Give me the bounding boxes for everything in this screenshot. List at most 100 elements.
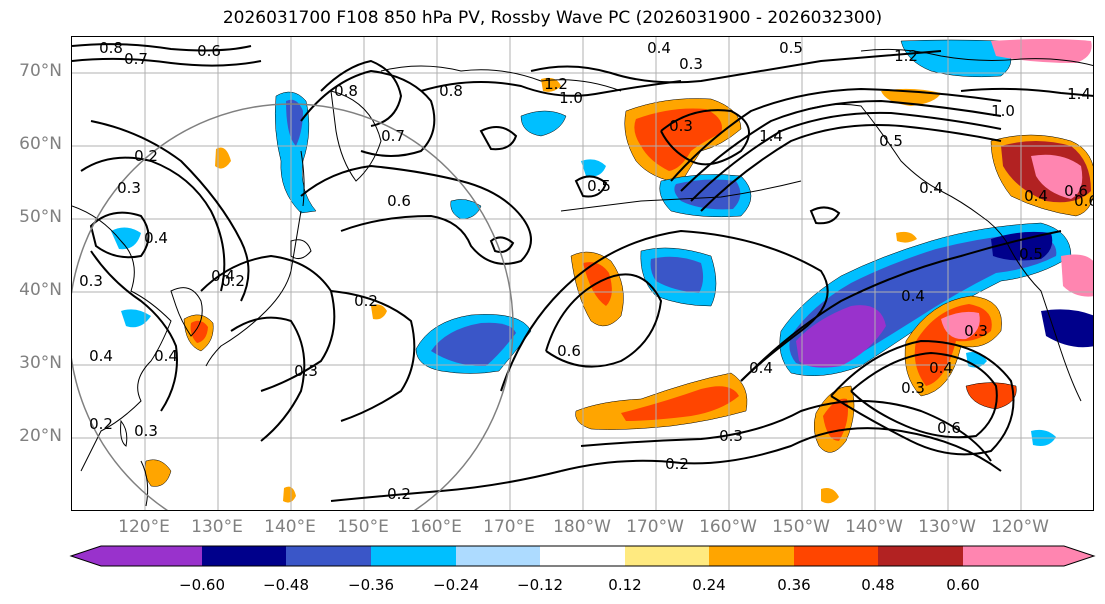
coast-aleutians bbox=[560, 180, 802, 212]
contour-0.2-cent bbox=[330, 290, 416, 422]
contour-label-group: 0.8 0.6 0.7 0.3 0.8 0.4 0.3 1.2 1.0 0.5 … bbox=[79, 39, 1094, 503]
contour-label: 0.3 bbox=[79, 272, 103, 290]
contour-label: 0.3 bbox=[117, 179, 141, 197]
contour-0.4-west bbox=[90, 250, 178, 412]
colorbar-segment bbox=[202, 546, 286, 566]
contour-label: 0.4 bbox=[929, 359, 953, 377]
anomaly-blue-small-2 bbox=[121, 309, 151, 328]
coast-siberia-north bbox=[380, 65, 622, 92]
anomaly-blue-kamchatka bbox=[274, 91, 317, 214]
coast-hokkaido bbox=[290, 239, 312, 260]
contour-label: 0.3 bbox=[964, 322, 988, 340]
reference-circle bbox=[72, 103, 514, 510]
anomaly-orange-small-3 bbox=[821, 488, 839, 504]
contour-big-loop-east bbox=[830, 339, 1015, 456]
lat-label-20n: 20°N bbox=[19, 426, 62, 446]
lon-label: 180°W bbox=[553, 517, 611, 537]
colorbar-tick-label: 0.60 bbox=[946, 576, 980, 594]
contour-label: 1.0 bbox=[991, 102, 1015, 120]
contour-label: 0.2 bbox=[134, 147, 158, 165]
colorbar-tick-label: 0.24 bbox=[692, 576, 726, 594]
anomaly-pink-east-edge bbox=[1061, 254, 1093, 297]
contour-0.2-south-west bbox=[330, 470, 562, 502]
map-panel: 0.8 0.6 0.7 0.3 0.8 0.4 0.3 1.2 1.0 0.5 … bbox=[71, 36, 1094, 511]
coast-arctic-na bbox=[860, 48, 1093, 67]
contour-label: 0.4 bbox=[647, 39, 671, 57]
contour-label: 0.5 bbox=[1019, 245, 1043, 263]
colorbar-tick-label: 0.48 bbox=[861, 576, 895, 594]
colorbar-tick-label: 0.12 bbox=[608, 576, 642, 594]
contour-label: 0.6 bbox=[1074, 192, 1094, 210]
anomaly-darkblue-central bbox=[431, 322, 516, 367]
anomaly-darkblue-bering bbox=[674, 179, 741, 210]
lon-label: 130°W bbox=[918, 517, 976, 537]
coastlines bbox=[72, 48, 1093, 507]
coast-alaska bbox=[800, 103, 1007, 242]
colorbar bbox=[69, 545, 1096, 567]
coast-sakhalin bbox=[300, 150, 305, 207]
coast-na-west bbox=[1005, 240, 1082, 402]
contour-label: 0.4 bbox=[144, 229, 168, 247]
contour-label: 1.4 bbox=[759, 127, 783, 145]
lon-label: 120°E bbox=[118, 517, 170, 537]
colorbar-segment bbox=[456, 546, 540, 566]
anomaly-red-jp-east bbox=[190, 320, 208, 343]
contour-label: 1.4 bbox=[1067, 85, 1091, 103]
lat-label-30n: 30°N bbox=[19, 353, 62, 373]
contour-label: 1.2 bbox=[544, 75, 568, 93]
coast-korea bbox=[170, 287, 203, 337]
contour-0.7-far-nw bbox=[72, 57, 262, 67]
contour-label: 0.7 bbox=[124, 50, 148, 68]
colorbar-outline bbox=[69, 545, 1096, 567]
lon-label: 170°E bbox=[483, 517, 535, 537]
lon-label: 120°W bbox=[991, 517, 1049, 537]
contour-0.6-loop bbox=[545, 273, 663, 368]
anomaly-red-subtrop bbox=[621, 386, 739, 421]
anomaly-pink-ne bbox=[941, 311, 980, 340]
contour-0.3 bbox=[580, 400, 992, 462]
colorbar-segment bbox=[963, 546, 1064, 566]
contour-aleutian-loop bbox=[660, 109, 750, 166]
colorbar-segment bbox=[709, 546, 794, 566]
map-title: 2026031700 F108 850 hPa PV, Rossby Wave … bbox=[222, 8, 883, 28]
contour-label: 0.4 bbox=[919, 179, 943, 197]
contour-label: 0.5 bbox=[779, 39, 803, 57]
contour-label: 0.5 bbox=[879, 132, 903, 150]
colorbar-tick-label: 0.36 bbox=[777, 576, 811, 594]
contour-1.2-jet bbox=[690, 111, 1002, 202]
anomaly-blue-north-pac bbox=[520, 110, 567, 137]
contour-label: 0.4 bbox=[154, 347, 178, 365]
contour-label: 0.3 bbox=[294, 362, 318, 380]
coast-taiwan bbox=[120, 419, 128, 447]
anomaly-orange-south-china bbox=[144, 459, 172, 487]
lat-label-60n: 60°N bbox=[19, 134, 62, 154]
colorbar-tick-label: −0.60 bbox=[179, 576, 225, 594]
colorbar-tick-label: −0.12 bbox=[517, 576, 563, 594]
contour-label: 0.6 bbox=[937, 419, 961, 437]
gridlines bbox=[72, 37, 1093, 510]
anomaly-purple-big-east bbox=[796, 305, 886, 368]
contour-label: 0.3 bbox=[669, 117, 693, 135]
lon-label: 140°W bbox=[845, 517, 903, 537]
contour-1.4-jet bbox=[700, 124, 1002, 212]
colorbar-segment bbox=[286, 546, 371, 566]
colorbar-extend-min bbox=[71, 546, 101, 566]
lon-label: 150°E bbox=[337, 517, 389, 537]
contour-label: 0.8 bbox=[334, 82, 358, 100]
contour-0.6-nw bbox=[300, 164, 532, 265]
contour-label: 0.6 bbox=[1064, 182, 1088, 200]
lat-label-40n: 40°N bbox=[19, 280, 62, 300]
contour-0.3-west bbox=[80, 156, 226, 292]
contours bbox=[72, 43, 1093, 502]
contour-label: 0.2 bbox=[665, 455, 689, 473]
contour-small-ring bbox=[809, 206, 841, 225]
contour-0.5-north bbox=[530, 50, 942, 84]
contour-0.2-south bbox=[560, 427, 1002, 472]
shaded-anomalies bbox=[111, 39, 1093, 504]
contour-label: 1.0 bbox=[559, 89, 583, 107]
contour-label: 0.4 bbox=[901, 287, 925, 305]
contour-label: 0.8 bbox=[439, 82, 463, 100]
contour-0.8-nw bbox=[320, 59, 403, 127]
contour-0.3-jp bbox=[230, 316, 306, 442]
colorbar-tick-label: −0.48 bbox=[263, 576, 309, 594]
